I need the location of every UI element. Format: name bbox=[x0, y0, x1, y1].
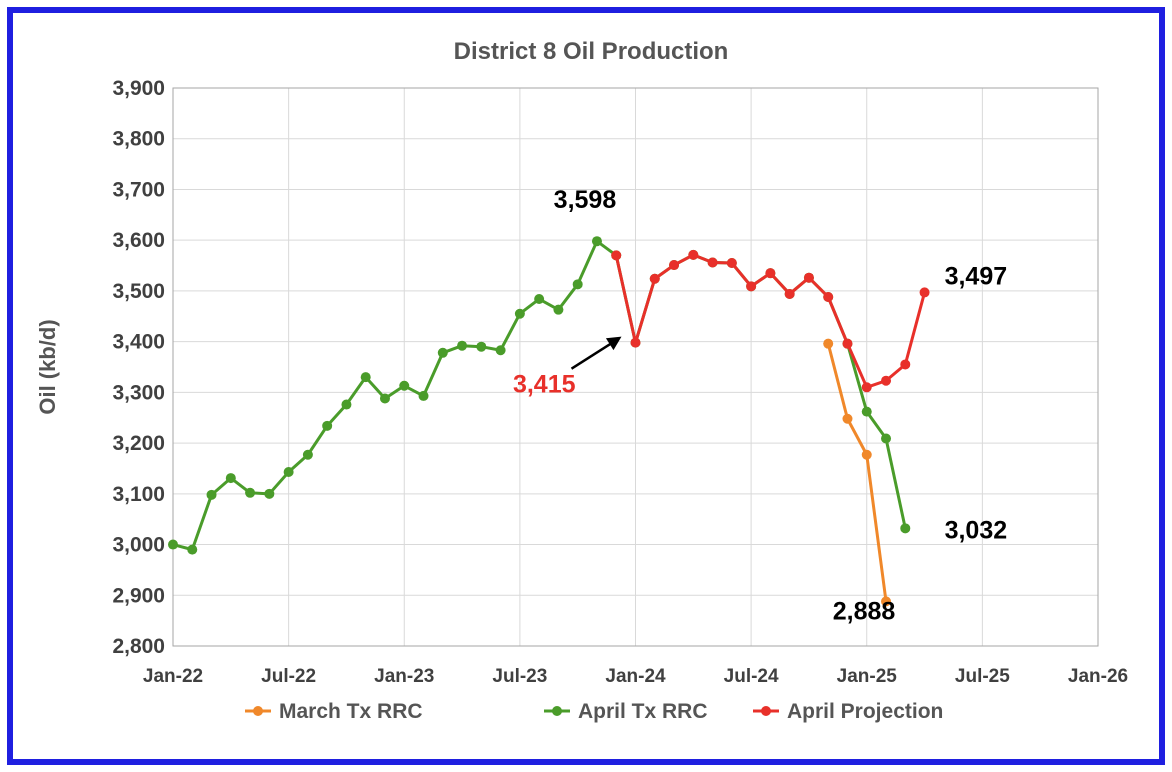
legend-label: April Projection bbox=[787, 700, 943, 723]
data-point bbox=[803, 272, 814, 283]
chart-svg: District 8 Oil Production Oil (kb/d) 2,8… bbox=[35, 38, 1128, 723]
legend-swatch-marker bbox=[761, 706, 771, 716]
y-tick-label: 3,600 bbox=[112, 229, 165, 252]
data-point bbox=[707, 257, 718, 268]
legend-label: April Tx RRC bbox=[578, 700, 708, 723]
data-point bbox=[688, 249, 699, 260]
data-point bbox=[919, 287, 930, 298]
legend-item: April Tx RRC bbox=[544, 700, 708, 723]
y-tick-label: 3,800 bbox=[112, 128, 165, 151]
data-point bbox=[245, 487, 256, 498]
data-point bbox=[842, 338, 853, 349]
data-point bbox=[881, 375, 892, 386]
data-point bbox=[206, 489, 217, 500]
x-tick-label: Jul-24 bbox=[724, 666, 779, 687]
legend: March Tx RRC April Tx RRC April Projection bbox=[245, 700, 943, 723]
data-point bbox=[283, 467, 294, 478]
data-point bbox=[861, 406, 872, 417]
data-point bbox=[437, 347, 448, 358]
data-point bbox=[418, 390, 429, 401]
data-point bbox=[861, 382, 872, 393]
data-point bbox=[861, 449, 872, 460]
data-point bbox=[399, 380, 410, 391]
data-point bbox=[765, 268, 776, 279]
data-point bbox=[900, 359, 911, 370]
data-point bbox=[900, 523, 911, 534]
data-point bbox=[842, 413, 853, 424]
legend-swatch-marker bbox=[552, 706, 562, 716]
data-point bbox=[591, 236, 602, 247]
data-point bbox=[823, 338, 834, 349]
data-point bbox=[514, 308, 525, 319]
y-axis-label: Oil (kb/d) bbox=[35, 319, 60, 414]
data-point bbox=[457, 340, 468, 351]
data-point bbox=[534, 294, 545, 305]
data-point bbox=[168, 539, 178, 550]
x-tick-label: Jan-25 bbox=[837, 666, 898, 687]
y-tick-label: 3,200 bbox=[112, 432, 165, 455]
data-point bbox=[264, 488, 275, 499]
series-layer bbox=[168, 236, 930, 607]
annotation-label: 3,032 bbox=[945, 516, 1008, 544]
data-point bbox=[823, 291, 834, 302]
y-tick-label: 3,400 bbox=[112, 331, 165, 354]
legend-label: March Tx RRC bbox=[279, 700, 423, 723]
data-point bbox=[630, 337, 641, 348]
annotation-label: 3,415 bbox=[513, 371, 576, 399]
x-tick-label: Jul-23 bbox=[492, 666, 547, 687]
data-point bbox=[881, 596, 892, 607]
series-line bbox=[826, 343, 888, 602]
chart-title: District 8 Oil Production bbox=[454, 38, 729, 65]
series-april-projection bbox=[611, 249, 930, 393]
y-tick-label: 3,100 bbox=[112, 483, 165, 506]
data-point bbox=[476, 341, 487, 352]
plot-area bbox=[172, 87, 1099, 647]
legend-item: March Tx RRC bbox=[245, 700, 423, 723]
data-point bbox=[225, 473, 236, 484]
data-point bbox=[746, 281, 757, 292]
y-tick-label: 2,800 bbox=[112, 635, 165, 658]
x-axis: Jan-22 Jul-22 Jan-23 Jul-23 Jan-24 Jul-24 Jan-… bbox=[143, 666, 1128, 687]
x-tick-label: Jan-23 bbox=[374, 666, 434, 687]
data-point bbox=[881, 433, 892, 444]
x-tick-label: Jan-26 bbox=[1068, 666, 1128, 687]
data-point bbox=[784, 288, 795, 299]
annotation-label: 3,497 bbox=[945, 262, 1008, 290]
data-point bbox=[322, 420, 333, 431]
legend-swatch-marker bbox=[253, 706, 263, 716]
data-point bbox=[611, 250, 622, 261]
data-point bbox=[553, 304, 564, 315]
y-tick-label: 3,300 bbox=[112, 381, 165, 404]
data-point bbox=[341, 399, 352, 410]
data-point bbox=[572, 279, 583, 290]
data-point bbox=[495, 345, 506, 356]
legend-item: April Projection bbox=[753, 700, 943, 723]
annotation-label: 2,888 bbox=[833, 597, 896, 625]
y-axis: 2,800 2,900 3,000 3,100 3,200 3,300 3,400 3,500… bbox=[112, 77, 165, 658]
x-tick-label: Jul-22 bbox=[261, 666, 316, 687]
y-tick-label: 3,500 bbox=[112, 280, 165, 303]
y-tick-label: 3,900 bbox=[112, 77, 165, 100]
x-tick-label: Jan-24 bbox=[605, 666, 666, 687]
data-point bbox=[360, 372, 371, 383]
data-point bbox=[187, 544, 198, 555]
annotations: 3,598 3,415 3,497 3,032 2,888 bbox=[513, 186, 1007, 625]
x-tick-label: Jul-25 bbox=[955, 666, 1010, 687]
y-tick-label: 3,700 bbox=[112, 178, 165, 201]
series-march-tx-rrc bbox=[823, 338, 892, 607]
arrow-line bbox=[570, 339, 617, 370]
y-tick-label: 2,900 bbox=[112, 584, 165, 607]
data-point bbox=[726, 258, 737, 269]
annotation-label: 3,598 bbox=[554, 186, 617, 214]
arrow-head-icon bbox=[605, 336, 622, 351]
data-point bbox=[379, 393, 390, 404]
x-tick-label: Jan-22 bbox=[143, 666, 203, 687]
data-point bbox=[649, 273, 660, 284]
y-tick-label: 3,000 bbox=[112, 534, 165, 557]
data-point bbox=[669, 260, 680, 271]
grid-lines bbox=[172, 87, 1099, 647]
chart-frame: District 8 Oil Production Oil (kb/d) 2,8… bbox=[7, 7, 1165, 765]
data-point bbox=[302, 449, 313, 460]
